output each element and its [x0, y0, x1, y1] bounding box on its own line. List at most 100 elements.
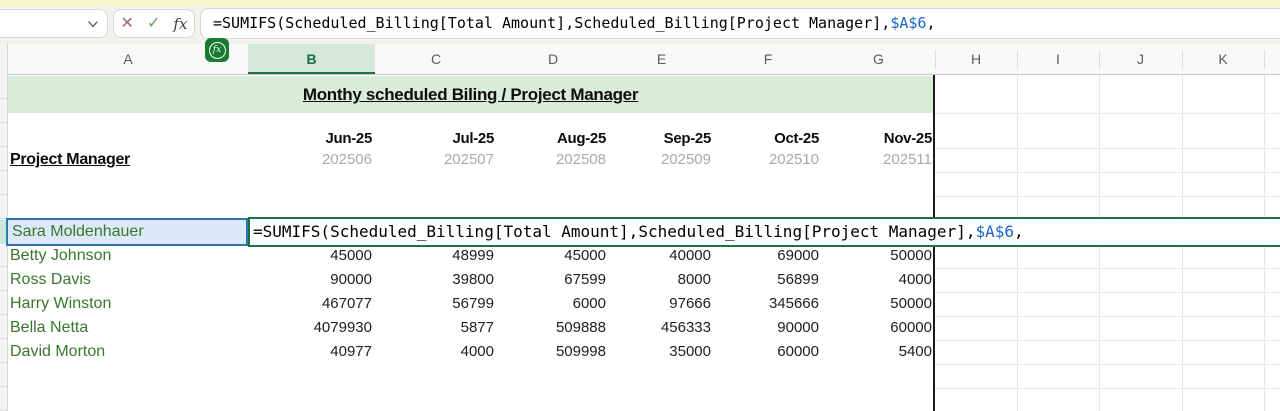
value-cell[interactable]: 509888 — [555, 319, 606, 336]
value-cell[interactable]: 509998 — [555, 343, 606, 360]
column-header-b[interactable]: B — [248, 44, 375, 74]
formula-button-group: ✕ ✓ fx — [113, 9, 195, 38]
selected-cell-a6[interactable]: Sara Moldenhauer — [6, 218, 248, 246]
column-header-f[interactable]: F — [763, 51, 773, 67]
sheet-grid: Monthy scheduled Biling / Project Manage… — [0, 75, 1280, 411]
in-cell-formula-reference: $A$6 — [975, 222, 1014, 241]
month-header[interactable]: Sep-25 — [663, 130, 711, 147]
value-cell[interactable]: 345666 — [768, 295, 819, 312]
value-cell[interactable]: 4000 — [460, 343, 494, 360]
column-header-a[interactable]: A — [123, 51, 133, 67]
gridline — [935, 196, 1280, 197]
month-code[interactable]: 202510 — [768, 151, 819, 168]
row-label[interactable]: Betty Johnson — [10, 247, 112, 264]
value-cell[interactable]: 5400 — [898, 343, 932, 360]
header-separator — [1264, 50, 1265, 69]
selected-cell-value: Sara Moldenhauer — [12, 223, 144, 240]
month-header[interactable]: Jul-25 — [452, 130, 494, 147]
value-cell[interactable]: 50000 — [890, 295, 932, 312]
header-separator — [1017, 50, 1018, 69]
row-column-corner — [0, 44, 8, 75]
value-cell[interactable]: 40977 — [330, 343, 372, 360]
gridline — [935, 364, 1280, 365]
value-cell[interactable]: 48999 — [452, 247, 494, 264]
title-band[interactable]: Monthy scheduled Biling / Project Manage… — [8, 76, 933, 113]
value-cell[interactable]: 97666 — [669, 295, 711, 312]
value-cell[interactable]: 4079930 — [313, 319, 372, 336]
row-label[interactable]: Ross Davis — [10, 271, 91, 288]
fx-badge-circle: fx — [208, 41, 226, 59]
row-label[interactable]: Harry Winston — [10, 295, 112, 312]
gridline — [935, 292, 1280, 293]
month-code[interactable]: 202507 — [443, 151, 494, 168]
month-code[interactable]: 202509 — [660, 151, 711, 168]
column-header-e[interactable]: E — [656, 51, 667, 67]
column-header-c[interactable]: C — [430, 51, 442, 67]
column-header-d[interactable]: D — [547, 51, 559, 67]
formula-text: =SUMIFS(Scheduled_Billing[Total Amount],… — [201, 14, 935, 32]
value-cell[interactable]: 45000 — [564, 247, 606, 264]
cancel-icon[interactable]: ✕ — [120, 15, 134, 32]
column-header-h[interactable]: H — [970, 51, 982, 67]
value-cell[interactable]: 90000 — [330, 271, 372, 288]
formula-prefix: =SUMIFS(Scheduled_Billing[Total Amount],… — [213, 14, 891, 32]
value-cell[interactable]: 5877 — [460, 319, 494, 336]
value-cell[interactable]: 60000 — [890, 319, 932, 336]
column-header-j[interactable]: J — [1137, 51, 1144, 67]
header-separator — [1182, 50, 1183, 69]
month-header[interactable]: Oct-25 — [774, 130, 819, 147]
gridline — [935, 268, 1280, 269]
formula-input[interactable]: =SUMIFS(Scheduled_Billing[Total Amount],… — [200, 8, 1280, 39]
name-box[interactable] — [0, 9, 108, 38]
value-cell[interactable]: 40000 — [669, 247, 711, 264]
gridline — [935, 388, 1280, 389]
value-cell[interactable]: 6000 — [572, 295, 606, 312]
value-cell[interactable]: 45000 — [330, 247, 372, 264]
gridline — [935, 340, 1280, 341]
month-header[interactable]: Jun-25 — [325, 130, 372, 147]
fx-badge-label: fx — [212, 45, 222, 55]
formula-suffix: , — [926, 14, 936, 32]
in-cell-formula-suffix: , — [1014, 222, 1024, 241]
formula-cell-reference: $A$6 — [890, 14, 927, 32]
value-cell[interactable]: 56899 — [777, 271, 819, 288]
month-code[interactable]: 202506 — [321, 151, 372, 168]
column-header-i[interactable]: I — [1056, 51, 1060, 67]
gridline — [935, 113, 1280, 114]
value-cell[interactable]: 69000 — [777, 247, 819, 264]
row-label-header[interactable]: Project Manager — [10, 151, 130, 168]
value-cell[interactable]: 456333 — [660, 319, 711, 336]
insert-function-icon[interactable]: fx — [173, 14, 188, 33]
month-header[interactable]: Aug-25 — [556, 130, 606, 147]
column-header-k[interactable]: K — [1218, 51, 1228, 67]
header-separator — [1099, 50, 1100, 69]
formula-bar: ✕ ✓ fx =SUMIFS(Scheduled_Billing[Total A… — [0, 7, 1280, 44]
month-code[interactable]: 202511 — [883, 151, 932, 168]
value-cell[interactable]: 56799 — [452, 295, 494, 312]
value-cell[interactable]: 67599 — [564, 271, 606, 288]
value-cell[interactable]: 4000 — [898, 271, 932, 288]
value-cell[interactable]: 90000 — [777, 319, 819, 336]
fx-cursor-badge-icon: fx — [205, 38, 229, 62]
value-cell[interactable]: 50000 — [890, 247, 932, 264]
gridline — [935, 316, 1280, 317]
confirm-icon[interactable]: ✓ — [146, 15, 161, 32]
in-cell-formula-editor[interactable]: =SUMIFS(Scheduled_Billing[Total Amount],… — [248, 217, 1280, 247]
column-header-row: A B C D E F G H I J K — [0, 44, 1280, 75]
in-cell-formula-text: =SUMIFS(Scheduled_Billing[Total Amount],… — [250, 222, 1024, 241]
chevron-down-icon[interactable] — [87, 18, 99, 30]
column-header-g[interactable]: G — [873, 51, 884, 67]
value-cell[interactable]: 35000 — [669, 343, 711, 360]
value-cell[interactable]: 39800 — [452, 271, 494, 288]
month-header[interactable]: Nov-25 — [883, 130, 932, 147]
top-accent-strip — [0, 0, 1280, 7]
row-label[interactable]: Bella Netta — [10, 319, 89, 336]
row-label[interactable]: David Morton — [10, 343, 106, 360]
month-code[interactable]: 202508 — [555, 151, 606, 168]
value-cell[interactable]: 8000 — [677, 271, 711, 288]
header-separator — [935, 50, 936, 69]
in-cell-formula-prefix: =SUMIFS(Scheduled_Billing[Total Amount],… — [253, 222, 976, 241]
sheet-title: Monthy scheduled Biling / Project Manage… — [302, 85, 639, 104]
value-cell[interactable]: 467077 — [321, 295, 372, 312]
value-cell[interactable]: 60000 — [777, 343, 819, 360]
